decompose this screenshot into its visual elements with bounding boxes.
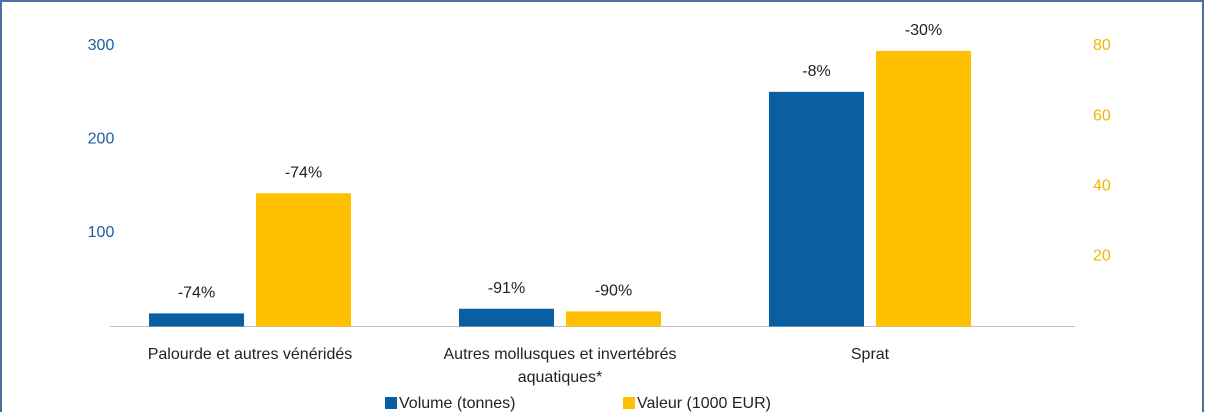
legend-label: Valeur (1000 EUR) — [637, 395, 771, 412]
y2-tick-label: 80 — [1093, 37, 1111, 54]
y-tick-label: 300 — [88, 37, 115, 54]
x-tick-label: Autres mollusques et invertébrés aquatiqu… — [444, 346, 677, 386]
bar — [876, 50, 971, 327]
y2-tick-label: 20 — [1093, 248, 1111, 265]
legend-swatch — [385, 397, 397, 409]
x-tick-label: Palourde et autres vénéridés — [148, 346, 353, 363]
bar — [149, 313, 244, 327]
y-tick-label: 200 — [88, 131, 115, 148]
legend-swatch — [623, 397, 635, 409]
legend-label: Volume (tonnes) — [399, 395, 516, 412]
bar — [566, 311, 661, 327]
x-tick-label: Sprat — [851, 346, 890, 363]
bar-label: -91% — [488, 280, 525, 297]
y-tick-label: 100 — [88, 224, 115, 241]
bar-label: -90% — [595, 283, 632, 300]
bar-label: -74% — [178, 285, 215, 302]
bar — [769, 91, 864, 327]
bar-label: -30% — [905, 22, 942, 39]
bar — [256, 193, 351, 327]
y2-tick-label: 40 — [1093, 177, 1111, 194]
bar-label: -8% — [802, 63, 830, 80]
bar — [459, 308, 554, 327]
bar-label: -74% — [285, 164, 322, 181]
y2-tick-label: 60 — [1093, 107, 1111, 124]
